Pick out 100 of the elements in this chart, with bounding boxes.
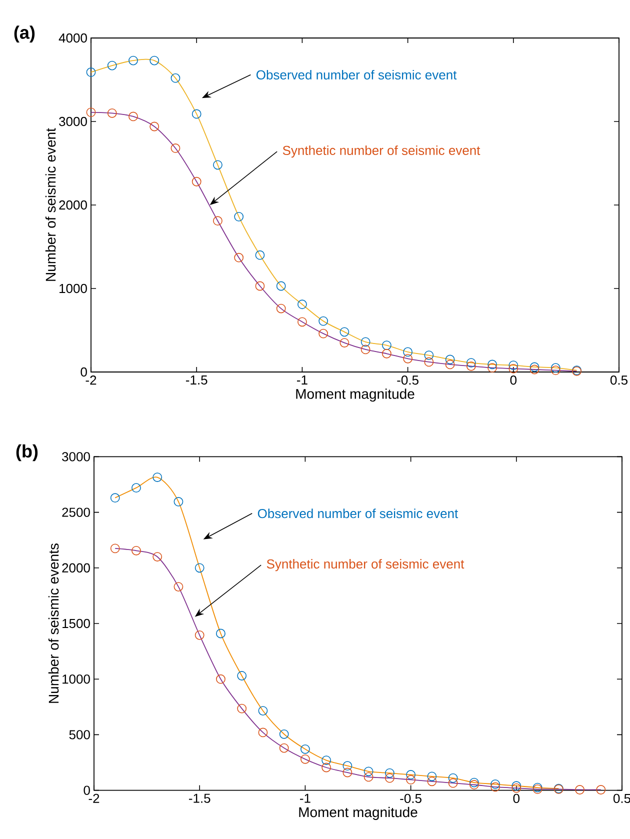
point [216, 628, 226, 638]
x-tick-label: 0 [510, 376, 517, 385]
y-tick-label: 0 [80, 367, 87, 377]
point [234, 252, 244, 262]
point [466, 361, 476, 371]
point [255, 281, 265, 291]
point [170, 144, 180, 153]
point [508, 360, 518, 370]
point [469, 778, 479, 788]
point [279, 743, 289, 753]
point [174, 582, 184, 592]
y-tick-label: 2500 [62, 508, 90, 517]
point [255, 250, 265, 260]
point [300, 744, 310, 754]
point [152, 472, 162, 482]
point [128, 112, 138, 122]
x-tick-label: -1 [300, 794, 310, 803]
x-tick-label: -2 [86, 376, 96, 385]
point [448, 773, 458, 783]
y-tick-label: 0 [84, 786, 90, 795]
point [107, 60, 117, 70]
point [86, 108, 96, 118]
point [384, 768, 394, 778]
point [596, 785, 606, 794]
point [234, 212, 244, 222]
point [318, 316, 328, 326]
line-series [114, 548, 602, 790]
point [382, 348, 392, 358]
point [342, 768, 352, 778]
point [279, 729, 289, 739]
x-tick-label: -0.5 [397, 376, 418, 385]
point [276, 281, 286, 291]
point [110, 493, 120, 503]
y-tick-label: 4000 [58, 33, 87, 43]
point [508, 364, 518, 374]
y-axis-title: Number of seismic events [48, 544, 59, 703]
x-tick-label: -0.5 [400, 794, 422, 804]
point [403, 354, 412, 364]
point [300, 754, 310, 764]
point [194, 563, 204, 573]
chart-title: (b) [16, 444, 38, 462]
x-tick-label: -1 [297, 376, 308, 384]
point [192, 176, 202, 186]
point [237, 671, 247, 680]
point [445, 360, 455, 370]
point [128, 56, 138, 66]
y-tick-label: 1000 [62, 674, 90, 684]
point [360, 344, 370, 354]
point [216, 674, 226, 684]
point [192, 109, 202, 119]
point [276, 304, 286, 314]
x-axis-title: Moment magnitude [299, 806, 418, 820]
point [427, 772, 437, 782]
chart-title: (a) [14, 26, 35, 42]
text: Observed number of seismic event [258, 508, 458, 518]
point [550, 366, 560, 376]
y-tick-label: 500 [69, 730, 90, 740]
text: Synthetic number of seismic event [282, 145, 480, 158]
point [382, 340, 392, 350]
x-tick-label: 0.5 [613, 794, 630, 804]
point [213, 160, 222, 170]
point [150, 122, 160, 132]
point [406, 770, 416, 780]
point [258, 706, 268, 716]
point [213, 216, 222, 226]
y-tick-label: 3000 [62, 452, 90, 462]
x-tick-label: -2 [88, 794, 100, 803]
point [110, 544, 120, 554]
point [360, 337, 370, 347]
text: Observed number of seismic event [256, 70, 457, 80]
point [298, 300, 307, 310]
x-axis-title: Moment magnitude [296, 388, 414, 402]
point [150, 56, 160, 66]
x-tick-label: -1.5 [188, 794, 210, 803]
point [174, 497, 184, 506]
point [488, 360, 497, 370]
y-tick-label: 1000 [60, 284, 87, 294]
point [466, 358, 476, 368]
y-tick-label: 3000 [59, 116, 87, 126]
point [342, 761, 352, 771]
point [445, 354, 455, 364]
point [575, 785, 584, 794]
point [364, 772, 374, 782]
point [424, 357, 434, 367]
point [322, 756, 332, 765]
point [86, 68, 96, 77]
point [258, 728, 268, 738]
point [170, 73, 180, 83]
y-tick-label: 2000 [59, 200, 87, 210]
point [384, 773, 394, 783]
point [298, 317, 307, 327]
point [340, 338, 350, 348]
text: Synthetic number of seismic event [266, 559, 464, 572]
line-series [91, 112, 578, 372]
point [469, 780, 479, 790]
point [132, 483, 141, 493]
point [406, 775, 416, 784]
point [107, 108, 117, 118]
point [530, 364, 540, 374]
point [194, 630, 204, 640]
